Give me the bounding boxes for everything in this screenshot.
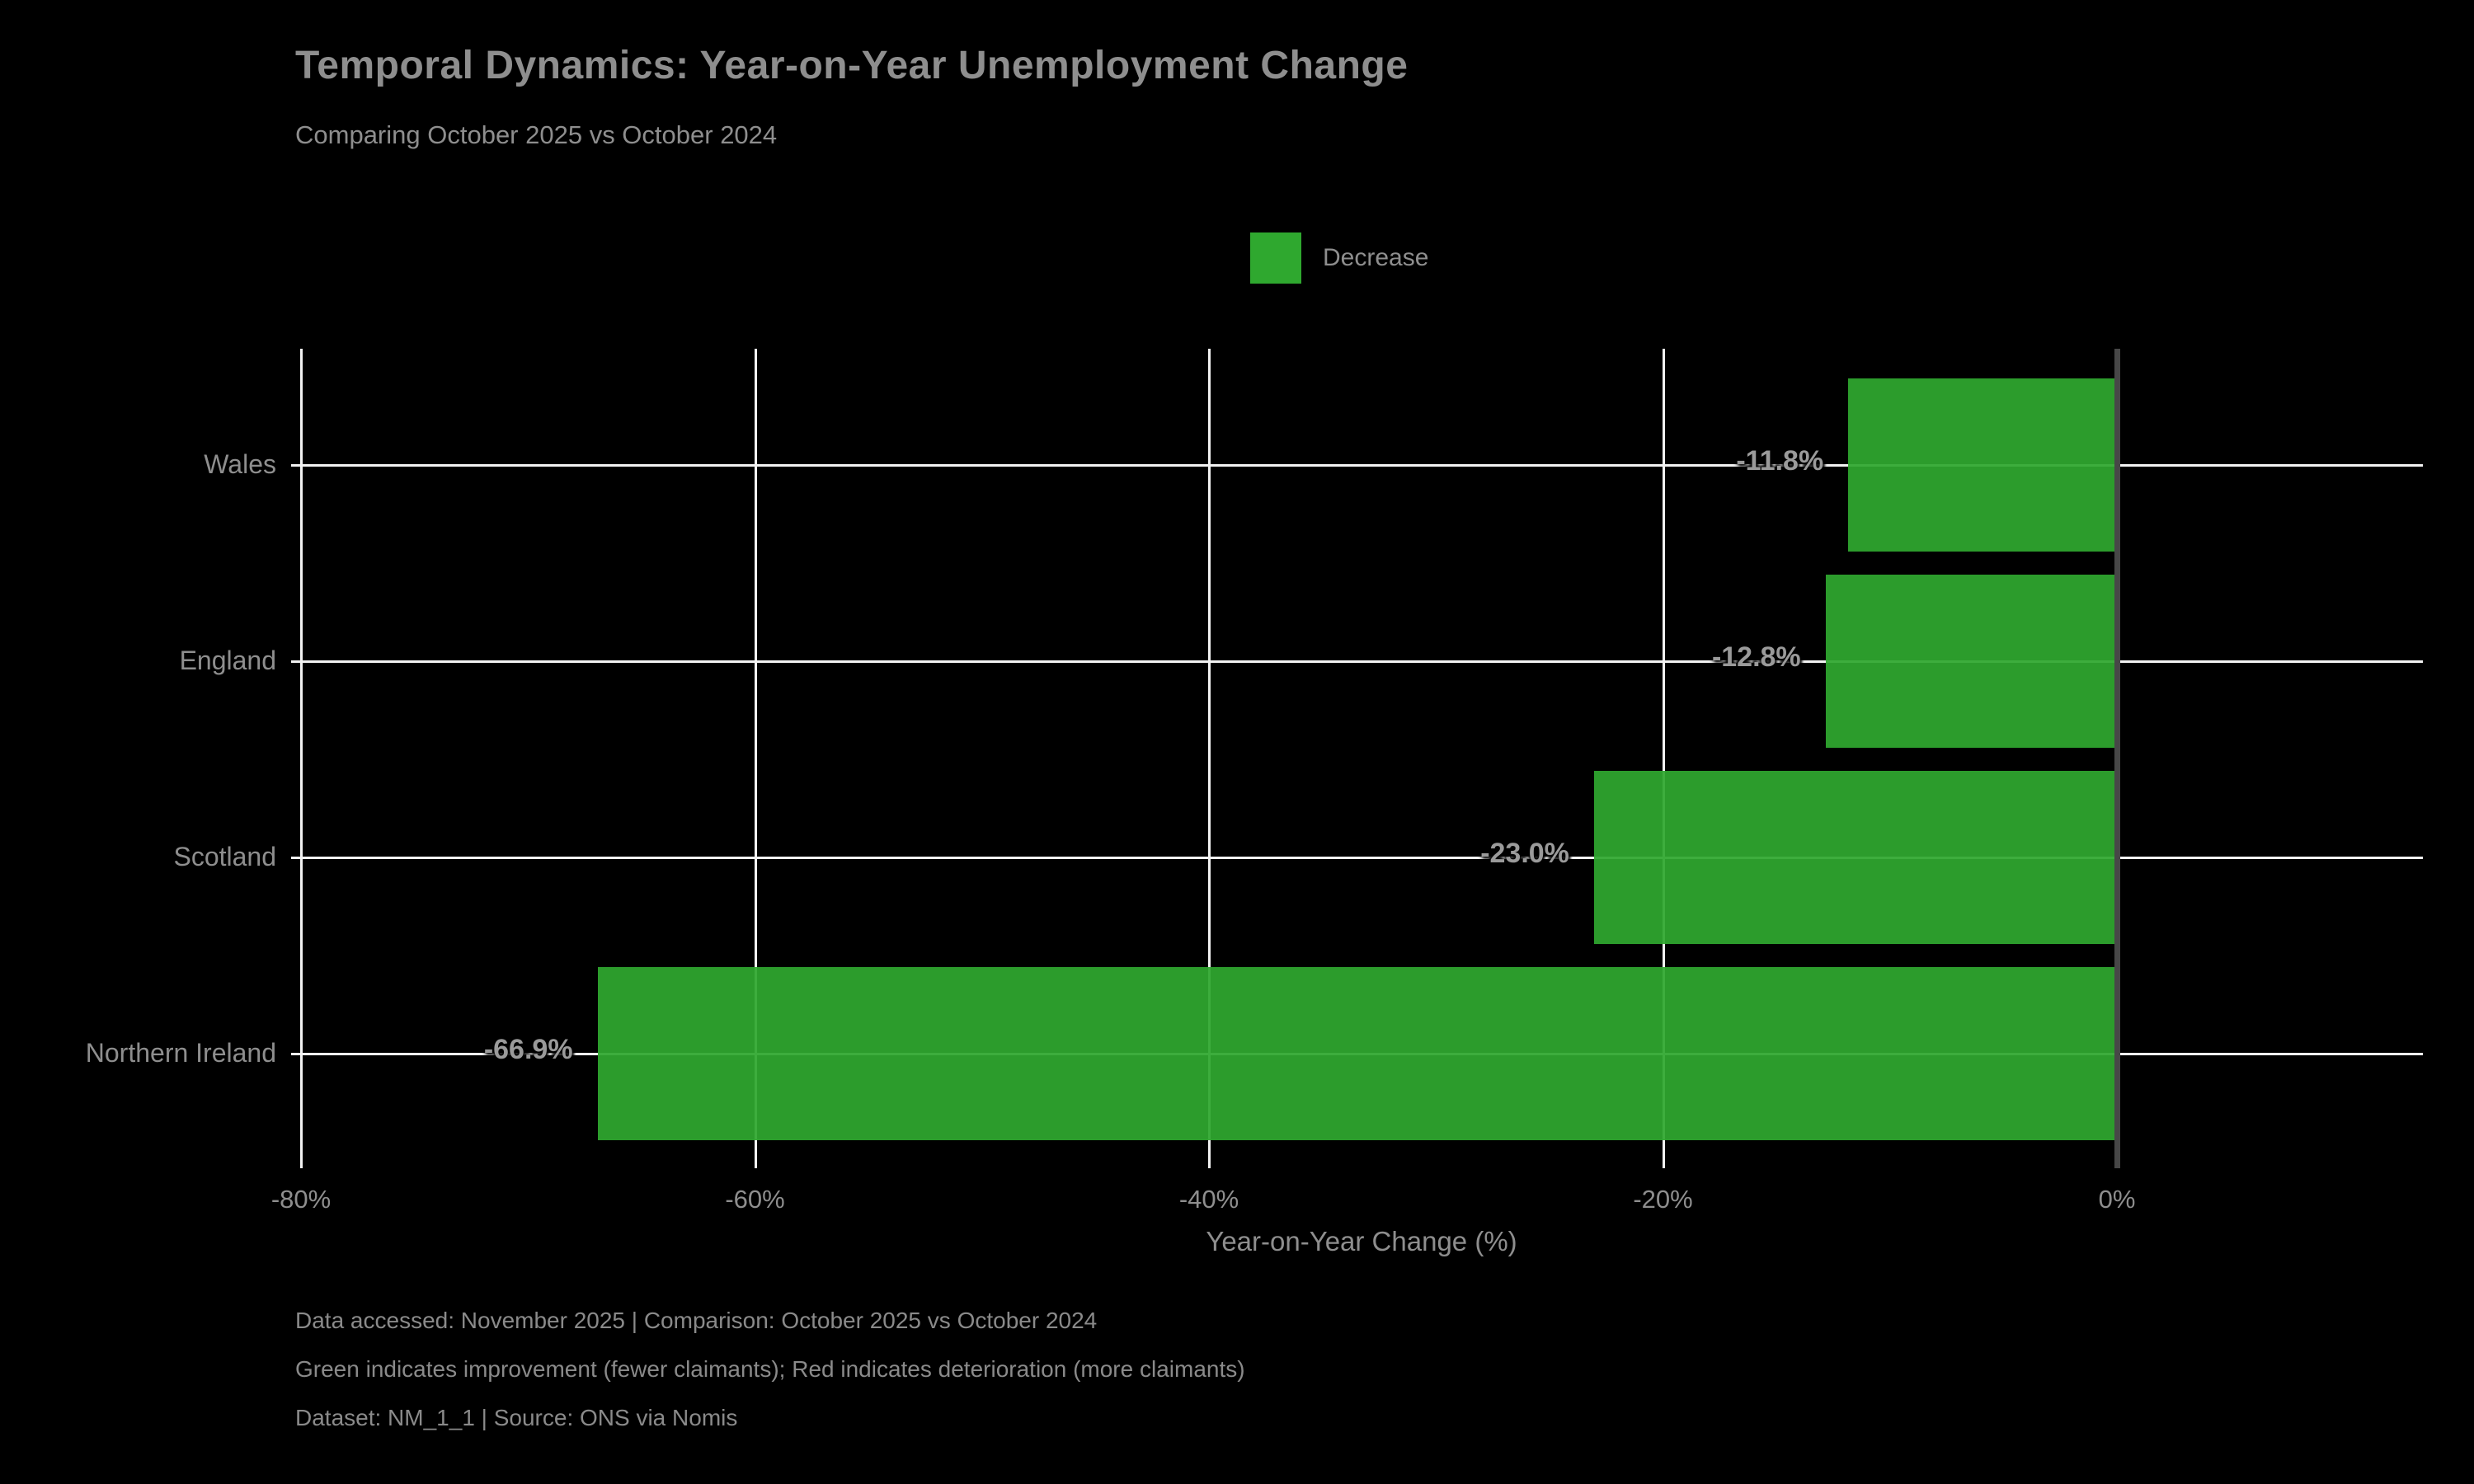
footnote-source: Dataset: NM_1_1 | Source: ONS via Nomis xyxy=(295,1405,738,1430)
y-axis-label-england: England xyxy=(179,646,276,675)
y-axis-label-northern-ireland: Northern Ireland xyxy=(85,1038,276,1068)
bar-england xyxy=(1825,575,2116,748)
value-label-wales: -11.8% xyxy=(1736,445,1824,477)
x-tick-label-40: -40% xyxy=(1178,1185,1239,1214)
value-label-northern-ireland: -66.9% xyxy=(483,1034,573,1065)
x-tick-label-60: -60% xyxy=(725,1185,785,1214)
chart-title: Temporal Dynamics: Year-on-Year Unemploy… xyxy=(295,44,1409,87)
bar-wales xyxy=(1848,378,2116,552)
footnote-accessed: Data accessed: November 2025 | Compariso… xyxy=(295,1308,1098,1333)
decrease-legend-label: Decrease xyxy=(1323,244,1429,271)
legend: Decrease xyxy=(1250,232,1428,284)
x-tick-label-0: 0% xyxy=(2098,1185,2136,1214)
x-tick-label-80: -80% xyxy=(270,1185,332,1214)
h-gridline-england xyxy=(291,660,2423,663)
footnote-colors: Green indicates improvement (fewer claim… xyxy=(295,1356,1245,1382)
h-gridline-wales xyxy=(291,464,2423,467)
y-axis-label-wales: Wales xyxy=(204,449,276,479)
value-label-england: -12.8% xyxy=(1711,641,1801,673)
h-gridline-scotland xyxy=(291,857,2423,859)
v-gridline-20 xyxy=(1662,349,1665,1168)
bar-scotland xyxy=(1593,771,2116,944)
bar-northern-ireland xyxy=(597,967,2116,1140)
x-axis-title: Year-on-Year Change (%) xyxy=(1206,1226,1517,1256)
x-tick-label-20: -20% xyxy=(1633,1185,1693,1214)
v-gridline-80 xyxy=(300,349,303,1168)
decrease-legend-swatch xyxy=(1250,232,1301,284)
v-gridline-40 xyxy=(1208,349,1211,1168)
value-label-scotland: -23.0% xyxy=(1480,838,1569,869)
zero-axis-line xyxy=(2114,349,2120,1168)
y-axis-label-scotland: Scotland xyxy=(173,842,276,871)
v-gridline-60 xyxy=(754,349,757,1168)
chart-subtitle: Comparing October 2025 vs October 2024 xyxy=(295,120,778,149)
plot-area: -11.8% -12.8% -23.0% -66.9% xyxy=(291,349,2423,1168)
